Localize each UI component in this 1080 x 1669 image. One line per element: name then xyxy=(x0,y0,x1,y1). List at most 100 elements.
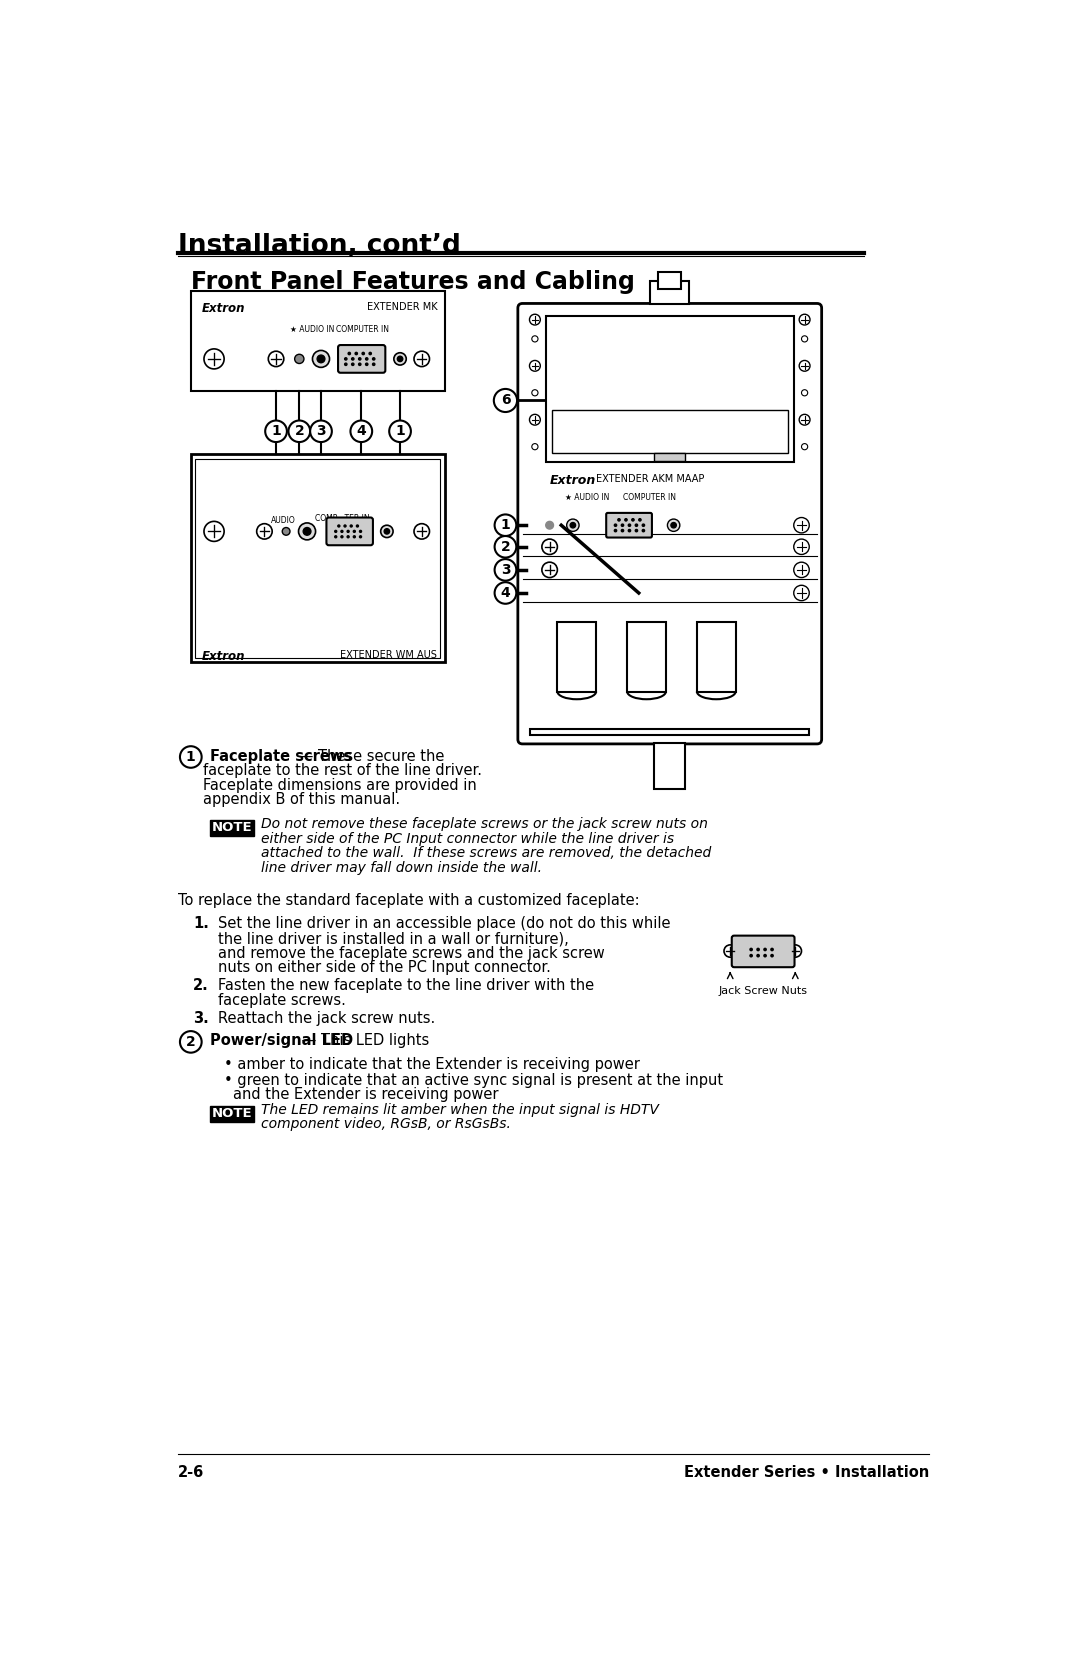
Bar xyxy=(697,623,735,691)
Circle shape xyxy=(750,948,753,951)
Text: 3: 3 xyxy=(501,562,510,577)
Circle shape xyxy=(529,361,540,371)
Text: attached to the wall.  If these screws are removed, the detached: attached to the wall. If these screws ar… xyxy=(260,846,711,860)
Text: appendix B of this manual.: appendix B of this manual. xyxy=(203,793,401,808)
Circle shape xyxy=(268,350,284,367)
Circle shape xyxy=(335,536,337,537)
Circle shape xyxy=(369,352,372,355)
Text: the line driver is installed in a wall or furniture),: the line driver is installed in a wall o… xyxy=(218,931,569,946)
Circle shape xyxy=(632,519,634,521)
Text: 2: 2 xyxy=(186,1035,195,1048)
Circle shape xyxy=(347,531,349,532)
Text: 1: 1 xyxy=(186,749,195,764)
Circle shape xyxy=(360,536,362,537)
Text: 2: 2 xyxy=(500,539,511,554)
Circle shape xyxy=(335,531,337,532)
Bar xyxy=(530,638,809,731)
Text: 3.: 3. xyxy=(193,1011,208,1026)
Bar xyxy=(552,411,787,452)
Bar xyxy=(530,729,809,736)
Text: • green to indicate that an active sync signal is present at the input: • green to indicate that an active sync … xyxy=(225,1073,724,1088)
Circle shape xyxy=(799,414,810,426)
Bar xyxy=(650,280,689,304)
Text: Installation, cont’d: Installation, cont’d xyxy=(177,232,460,259)
Circle shape xyxy=(789,945,801,958)
Circle shape xyxy=(345,364,347,366)
Circle shape xyxy=(799,361,810,371)
FancyBboxPatch shape xyxy=(732,936,795,968)
Text: 1: 1 xyxy=(395,424,405,439)
Circle shape xyxy=(266,421,287,442)
Text: Faceplate screws: Faceplate screws xyxy=(211,748,352,763)
Circle shape xyxy=(295,354,303,364)
Circle shape xyxy=(353,531,355,532)
Circle shape xyxy=(801,444,808,449)
Circle shape xyxy=(373,357,375,361)
Circle shape xyxy=(204,349,225,369)
Circle shape xyxy=(365,364,368,366)
Circle shape xyxy=(638,519,642,521)
Circle shape xyxy=(625,519,627,521)
Circle shape xyxy=(345,357,347,361)
Circle shape xyxy=(350,526,352,527)
FancyBboxPatch shape xyxy=(517,304,822,744)
Circle shape xyxy=(542,562,557,577)
Circle shape xyxy=(380,526,393,537)
Bar xyxy=(191,290,445,391)
Bar xyxy=(191,454,445,663)
Text: Extron: Extron xyxy=(202,302,245,315)
Bar xyxy=(658,272,681,289)
Text: Jack Screw Nuts: Jack Screw Nuts xyxy=(718,986,807,996)
Circle shape xyxy=(629,529,631,532)
Text: COMPUTER IN: COMPUTER IN xyxy=(623,492,676,502)
Text: 4: 4 xyxy=(500,586,511,599)
Circle shape xyxy=(764,955,766,956)
Text: To replace the standard faceplate with a customized faceplate:: To replace the standard faceplate with a… xyxy=(177,893,639,908)
Circle shape xyxy=(635,529,637,532)
Bar xyxy=(654,452,685,461)
Text: Set the line driver in an accessible place (do not do this while: Set the line driver in an accessible pla… xyxy=(218,916,671,931)
Circle shape xyxy=(771,948,773,951)
Circle shape xyxy=(750,955,753,956)
Circle shape xyxy=(529,414,540,426)
Circle shape xyxy=(615,524,617,526)
Circle shape xyxy=(764,948,766,951)
FancyBboxPatch shape xyxy=(326,517,373,546)
Circle shape xyxy=(621,524,623,526)
Text: either side of the PC Input connector while the line driver is: either side of the PC Input connector wh… xyxy=(260,831,674,846)
Circle shape xyxy=(794,586,809,601)
Circle shape xyxy=(801,389,808,396)
Text: — This LED lights: — This LED lights xyxy=(297,1033,429,1048)
Text: 1.: 1. xyxy=(193,916,210,931)
Bar xyxy=(195,459,441,658)
Text: Extender Series • Installation: Extender Series • Installation xyxy=(684,1465,930,1480)
Circle shape xyxy=(671,522,676,527)
Circle shape xyxy=(303,527,311,536)
Bar xyxy=(557,623,596,691)
Circle shape xyxy=(794,562,809,577)
Text: COMP   TER IN: COMP TER IN xyxy=(314,514,369,524)
Text: Front Panel Features and Cabling: Front Panel Features and Cabling xyxy=(191,270,635,294)
Text: nuts on either side of the PC Input connector.: nuts on either side of the PC Input conn… xyxy=(218,960,551,975)
Circle shape xyxy=(356,526,359,527)
Circle shape xyxy=(365,357,368,361)
Text: 1: 1 xyxy=(271,424,281,439)
Text: and the Extender is receiving power: and the Extender is receiving power xyxy=(233,1087,499,1102)
Text: AUDIO: AUDIO xyxy=(271,516,296,526)
Circle shape xyxy=(350,421,373,442)
Text: Reattach the jack screw nuts.: Reattach the jack screw nuts. xyxy=(218,1011,435,1026)
Circle shape xyxy=(362,352,364,355)
Text: EXTENDER MK: EXTENDER MK xyxy=(366,302,437,312)
Bar xyxy=(211,1107,255,1122)
Text: EXTENDER AKM MAAP: EXTENDER AKM MAAP xyxy=(596,474,704,484)
Circle shape xyxy=(204,521,225,541)
Circle shape xyxy=(529,314,540,325)
Circle shape xyxy=(801,335,808,342)
Circle shape xyxy=(495,559,516,581)
Text: 4: 4 xyxy=(356,424,366,439)
Text: 3: 3 xyxy=(316,424,326,439)
Circle shape xyxy=(397,355,403,362)
Circle shape xyxy=(531,335,538,342)
Text: 6: 6 xyxy=(501,394,510,407)
Circle shape xyxy=(724,945,737,958)
